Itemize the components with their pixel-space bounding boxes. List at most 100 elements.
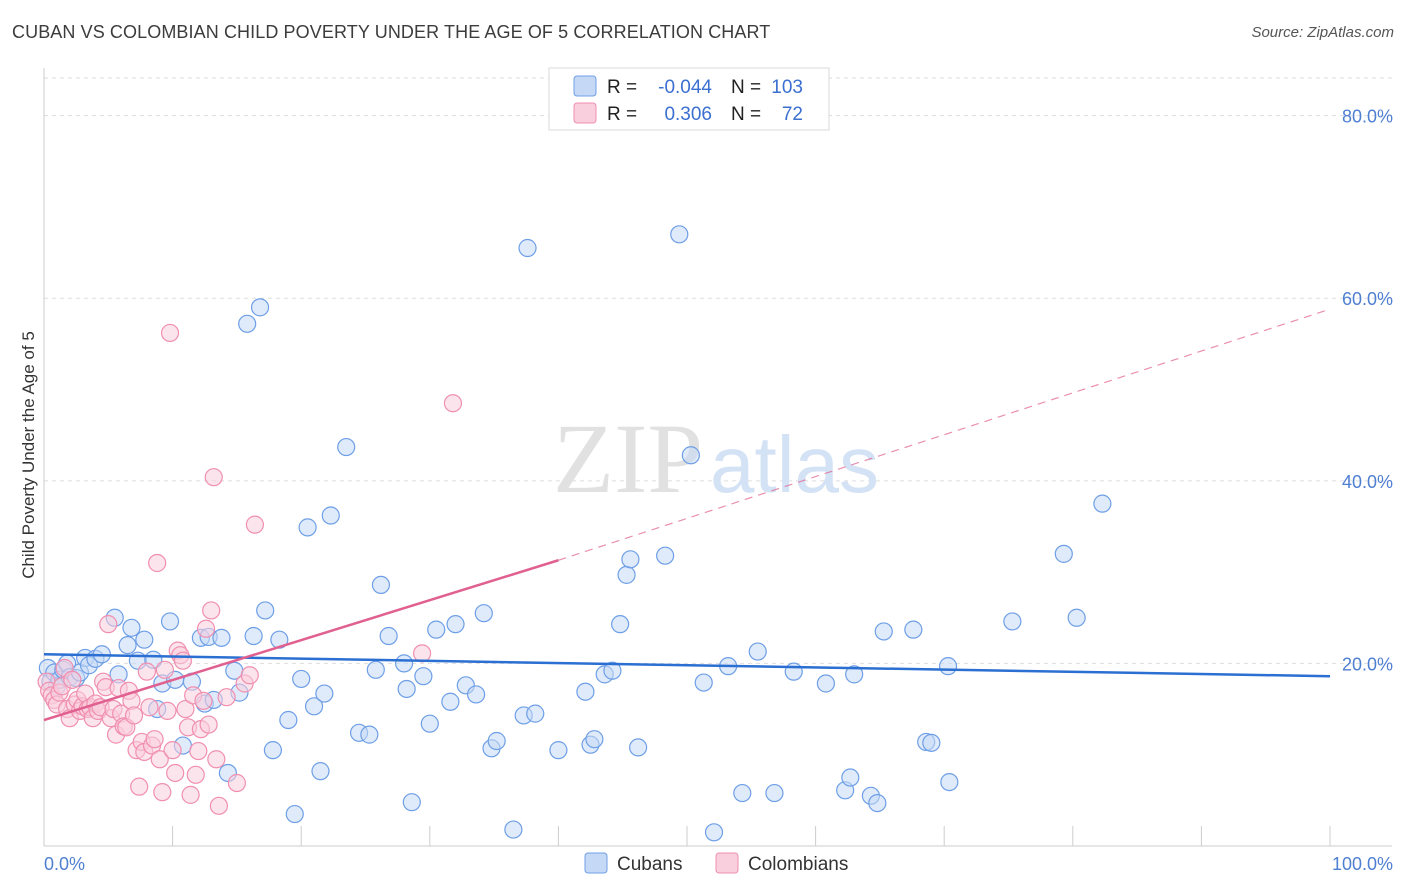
cubans-point xyxy=(938,657,958,676)
colombians-point xyxy=(137,662,156,681)
cubans-point xyxy=(446,615,465,634)
cubans-point xyxy=(311,762,330,781)
cubans-point xyxy=(518,238,537,258)
colombians-point xyxy=(245,515,265,534)
colombians-point xyxy=(227,773,246,793)
colombians-point xyxy=(163,741,182,760)
colombians-point xyxy=(196,619,216,638)
colombians-point xyxy=(158,701,177,720)
cubans-point xyxy=(603,661,622,680)
colombians-point xyxy=(189,741,208,761)
colombians-point xyxy=(160,323,180,343)
cubans-point xyxy=(321,506,340,525)
cubans-point xyxy=(394,654,414,673)
cubans-point xyxy=(617,565,636,584)
cubans-point xyxy=(816,674,835,693)
cubans-point xyxy=(315,684,334,703)
cubans-point xyxy=(263,741,283,760)
cubans-point xyxy=(427,620,446,639)
colombians-point xyxy=(166,763,185,783)
legend-top: R = -0.044 N = 103 R = 0.306 N = 72 xyxy=(548,67,830,131)
colombians-point xyxy=(140,698,159,717)
cubans-point xyxy=(304,697,324,716)
legend-r-label-2: R = xyxy=(607,104,637,125)
chart-source: Source: ZipAtlas.com xyxy=(1251,24,1394,41)
cubans-point xyxy=(841,768,860,787)
y-tick-label: 40.0% xyxy=(1342,472,1393,492)
cubans-point xyxy=(250,298,270,317)
colombians-point xyxy=(99,615,118,634)
cubans-trend-line xyxy=(43,653,1331,678)
cubans-point xyxy=(279,710,298,730)
cubans-point xyxy=(244,626,263,646)
cubans-point xyxy=(360,725,379,744)
cubans-point xyxy=(337,437,356,457)
cubans-point xyxy=(526,704,545,723)
legend-swatch-colombians xyxy=(573,102,597,124)
watermark-atlas: atlas xyxy=(710,420,879,509)
axes xyxy=(43,68,1392,847)
legend-r-value-2: 0.306 xyxy=(664,104,712,125)
legend-bottom: Cubans Colombians xyxy=(584,852,848,875)
colombians-trend-line xyxy=(43,559,559,722)
cubans-point xyxy=(874,622,893,641)
colombians-point xyxy=(153,783,172,802)
trend-lines xyxy=(43,308,1331,722)
data-points xyxy=(37,225,1112,842)
cubans-point xyxy=(704,823,724,842)
legend-n-label-1: N = xyxy=(731,77,761,98)
y-tick-label: 20.0% xyxy=(1342,654,1393,674)
cubans-point xyxy=(621,550,640,569)
cubans-point xyxy=(298,518,317,537)
cubans-point xyxy=(256,601,275,620)
x-tick-label: 0.0% xyxy=(44,854,85,874)
legend-n-value-2: 72 xyxy=(782,104,803,125)
y-tick-label: 80.0% xyxy=(1342,107,1393,127)
cubans-point xyxy=(371,575,391,594)
cubans-point xyxy=(466,685,486,704)
colombians-point xyxy=(145,730,164,749)
cubans-point xyxy=(1093,494,1112,513)
legend-r-value-1: -0.044 xyxy=(658,77,712,98)
cubans-point xyxy=(681,446,700,465)
colombians-point xyxy=(194,691,213,710)
cubans-point xyxy=(212,628,231,647)
colombians-point xyxy=(202,601,221,620)
cubans-point xyxy=(784,662,803,681)
chart-title: CUBAN VS COLOMBIAN CHILD POVERTY UNDER T… xyxy=(12,22,771,42)
cubans-point xyxy=(160,612,180,631)
y-tick-labels: 20.0% 40.0% 60.0% 80.0% xyxy=(1342,107,1393,675)
colombians-point xyxy=(209,796,228,815)
legend-n-label-2: N = xyxy=(731,104,761,125)
cubans-point xyxy=(549,741,568,760)
cubans-point xyxy=(366,660,385,679)
cubans-point xyxy=(748,642,767,661)
cubans-point xyxy=(285,804,304,824)
grid-lines xyxy=(44,77,1392,664)
cubans-point xyxy=(1003,612,1022,631)
cubans-point xyxy=(868,793,887,813)
colombians-point xyxy=(207,750,226,769)
bottom-legend-label-colombians: Colombians xyxy=(748,854,848,875)
cubans-point xyxy=(611,615,630,634)
cubans-point xyxy=(922,733,941,752)
cubans-point xyxy=(504,820,523,839)
colombians-point xyxy=(186,765,205,784)
cubans-point xyxy=(1067,608,1086,627)
cubans-point xyxy=(1054,544,1073,563)
colombians-trend-extension xyxy=(558,308,1331,561)
y-tick-label: 60.0% xyxy=(1342,289,1393,309)
cubans-point xyxy=(656,546,675,565)
cubans-point xyxy=(135,630,154,649)
cubans-point xyxy=(845,665,864,684)
cubans-point xyxy=(122,618,141,637)
colombians-point xyxy=(199,715,218,734)
legend-r-label-1: R = xyxy=(607,77,637,98)
cubans-point xyxy=(441,692,460,711)
cubans-point xyxy=(629,738,648,757)
colombians-point xyxy=(155,660,174,679)
bottom-legend-swatch-colombians xyxy=(715,852,739,874)
cubans-point xyxy=(487,731,506,751)
cubans-point xyxy=(576,682,595,701)
